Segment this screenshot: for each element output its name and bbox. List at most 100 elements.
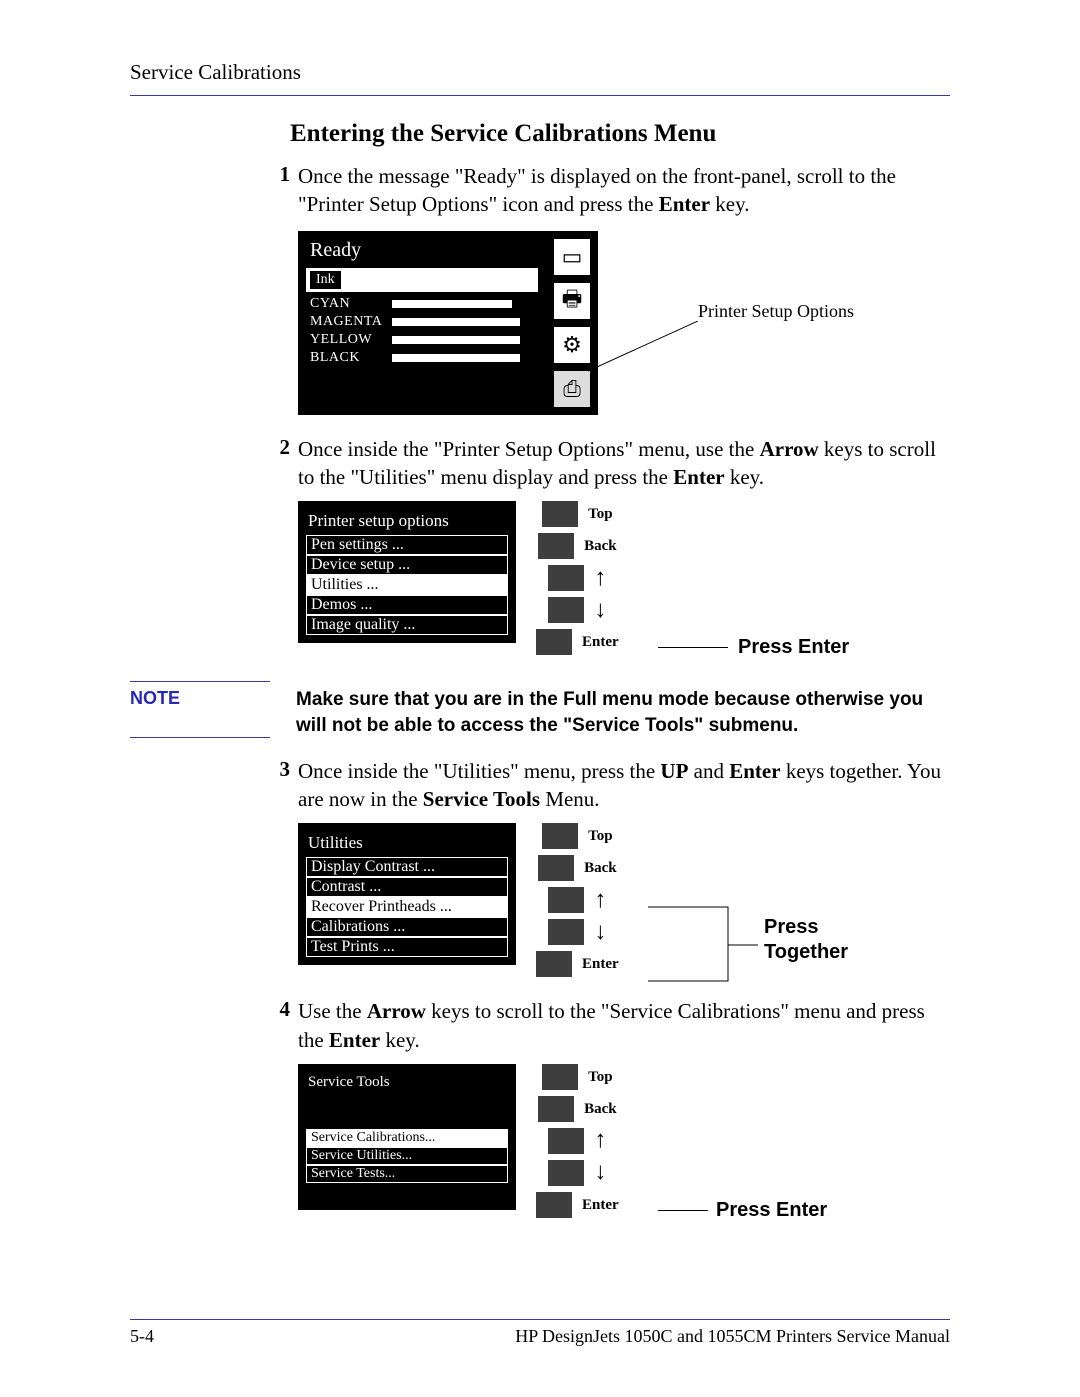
s1-a: Once the message "Ready" is displayed on… — [298, 164, 896, 216]
button-label: ↑ — [594, 569, 606, 588]
callout-line — [588, 321, 698, 381]
ink-bar — [392, 318, 520, 326]
panel1-callout: Printer Setup Options — [698, 301, 854, 322]
panel-2-group: Printer setup options Pen settings ...De… — [298, 501, 950, 655]
panel2-title: Printer setup options — [308, 511, 506, 531]
panel2-connector — [658, 647, 728, 648]
button-row: ↑ — [548, 1128, 606, 1154]
panel-button — [542, 823, 578, 849]
lcd-item: Contrast ... — [306, 877, 508, 897]
step-1-text: Once the message "Ready" is displayed on… — [298, 162, 950, 219]
panel-4-group: Service Tools Service Calibrations...Ser… — [298, 1064, 950, 1218]
button-label: ↓ — [594, 601, 606, 620]
button-label: Enter — [582, 956, 619, 973]
note-text: Make sure that you are in the Full menu … — [270, 681, 950, 738]
lcd-item: Image quality ... — [306, 615, 508, 635]
ink-row: CYAN — [310, 296, 538, 312]
panel-button — [536, 1192, 572, 1218]
s4-key1: Arrow — [367, 999, 426, 1023]
panel-button — [548, 1160, 584, 1186]
lcd-item: Pen settings ... — [306, 535, 508, 555]
footer-manual: HP DesignJets 1050C and 1055CM Printers … — [515, 1326, 950, 1347]
s2-c: key. — [725, 465, 764, 489]
lcd-item: Demos ... — [306, 595, 508, 615]
s4-a: Use the — [298, 999, 367, 1023]
s4-c: key. — [380, 1028, 419, 1052]
button-row: ↑ — [548, 565, 606, 591]
panel-button — [548, 1128, 584, 1154]
s3-b: and — [688, 759, 729, 783]
lcd-item: Utilities ... — [306, 575, 508, 595]
panel-2-buttons: Top Back ↑ ↓ Enter — [536, 501, 619, 655]
button-row: Enter — [536, 1192, 619, 1218]
button-label: Top — [588, 506, 612, 523]
panel4-title: Service Tools — [308, 1074, 506, 1091]
section-title: Entering the Service Calibrations Menu — [290, 120, 950, 148]
step-3-num: 3 — [270, 757, 290, 782]
s2-key2: Enter — [673, 465, 724, 489]
lcd-item: Service Calibrations... — [306, 1129, 508, 1147]
panel-button — [538, 1096, 574, 1122]
panel-3-group: Utilities Display Contrast ...Contrast .… — [298, 823, 950, 977]
step-2-text: Once inside the "Printer Setup Options" … — [298, 435, 950, 492]
panel3-title: Utilities — [308, 833, 506, 853]
panel-button — [548, 919, 584, 945]
panel-button — [548, 887, 584, 913]
step-2-num: 2 — [270, 435, 290, 460]
panel-1: Ready Ink CYANMAGENTAYELLOWBLACK ▭🖶⚙⎙ — [298, 231, 598, 415]
step-3: 3 Once inside the "Utilities" menu, pres… — [270, 757, 950, 814]
panel-4-buttons: Top Back ↑ ↓ Enter — [536, 1064, 619, 1218]
panel-4-lcd: Service Tools Service Calibrations...Ser… — [298, 1064, 516, 1210]
lcd-item: Device setup ... — [306, 555, 508, 575]
panel-button — [542, 501, 578, 527]
s1-key: Enter — [659, 192, 710, 216]
button-label: Back — [584, 1101, 617, 1118]
header-rule — [130, 95, 950, 96]
lcd-item: Test Prints ... — [306, 937, 508, 957]
step-1: 1 Once the message "Ready" is displayed … — [270, 162, 950, 219]
lcd-item: Display Contrast ... — [306, 857, 508, 877]
s3-d: Menu. — [540, 787, 600, 811]
s2-a: Once inside the "Printer Setup Options" … — [298, 437, 760, 461]
note-row: NOTE Make sure that you are in the Full … — [130, 681, 950, 738]
button-row: Back — [538, 533, 617, 559]
panel-2-lcd: Printer setup options Pen settings ...De… — [298, 501, 516, 643]
ink-bar — [392, 336, 520, 344]
panel-3-buttons: TopBack↑↓Enter — [536, 823, 619, 977]
s3-key3: Service Tools — [423, 787, 540, 811]
lcd-item: Service Tests... — [306, 1165, 508, 1183]
panel2-press: Press Enter — [738, 636, 849, 659]
panel1-side-icon: ⚙ — [552, 325, 592, 365]
panel-button — [536, 629, 572, 655]
s3-key1: UP — [660, 759, 688, 783]
step-4-num: 4 — [270, 997, 290, 1022]
lcd-item: Service Utilities... — [306, 1147, 508, 1165]
ink-row: YELLOW — [310, 332, 538, 348]
ink-label: YELLOW — [310, 332, 392, 348]
panel-1-wrap: Ready Ink CYANMAGENTAYELLOWBLACK ▭🖶⚙⎙ Pr… — [298, 231, 950, 415]
s1-b: key. — [710, 192, 749, 216]
button-row: ↓ — [548, 597, 606, 623]
footer-page: 5-4 — [130, 1326, 154, 1347]
button-label: ↑ — [594, 891, 606, 910]
panel1-title: Ready — [310, 239, 534, 262]
button-row: Top — [542, 1064, 612, 1090]
button-row: Enter — [536, 629, 619, 655]
button-row: Back — [538, 1096, 617, 1122]
ink-row: MAGENTA — [310, 314, 538, 330]
button-label: Enter — [582, 634, 619, 651]
ink-label: BLACK — [310, 350, 392, 366]
panel1-side-icon: ⎙ — [552, 369, 592, 409]
panel1-side-icon: ▭ — [552, 237, 592, 277]
button-row: Enter — [536, 951, 619, 977]
button-label: ↓ — [594, 923, 606, 942]
panel3-press1: Press — [764, 915, 848, 940]
panel3-press: Press Together — [764, 915, 848, 965]
button-label: Back — [584, 860, 617, 877]
page-header: Service Calibrations — [130, 60, 950, 85]
button-row: ↓ — [548, 1160, 606, 1186]
lcd-item: Recover Printheads ... — [306, 897, 508, 917]
button-row: Back — [538, 855, 617, 881]
step-4-text: Use the Arrow keys to scroll to the "Ser… — [298, 997, 950, 1054]
panel3-bracket — [648, 895, 758, 985]
